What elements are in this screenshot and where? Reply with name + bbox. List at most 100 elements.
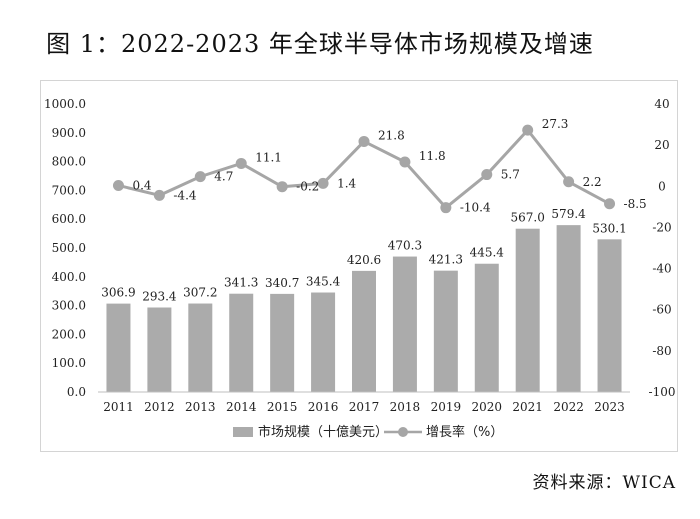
growth-point-2015 xyxy=(276,181,288,193)
bar-2011 xyxy=(106,303,131,392)
left-tick-label: 1000.0 xyxy=(44,97,86,111)
x-tick-2023: 2023 xyxy=(594,400,625,414)
growth-point-2021 xyxy=(522,124,534,136)
bar-2019 xyxy=(433,270,458,392)
right-tick-label: 40 xyxy=(654,97,669,111)
source-note: 资料来源：WICA xyxy=(532,473,676,493)
left-axis-ticks: 0.0 100.0 200.0 300.0 400.0 500.0 600.0 700.0 80… xyxy=(44,97,86,399)
left-tick-label: 200.0 xyxy=(52,327,86,341)
left-tick-label: 500.0 xyxy=(52,241,86,255)
bar-2023 xyxy=(597,239,622,392)
growth-point-2012 xyxy=(153,189,165,201)
right-axis-ticks: -100 -80 -60 -40 -20 0 20 40 xyxy=(649,97,676,399)
growth-label-2019: -10.4 xyxy=(460,201,491,215)
right-tick-label: -60 xyxy=(652,303,671,317)
legend-bar-swatch xyxy=(233,427,253,437)
growth-point-2018 xyxy=(399,156,411,168)
growth-label-2013: 4.7 xyxy=(214,170,233,184)
left-tick-label: 100.0 xyxy=(52,356,86,370)
growth-label-2017: 21.8 xyxy=(378,128,405,142)
growth-point-2017 xyxy=(358,135,370,147)
bar-2017 xyxy=(352,270,376,392)
bar-label-2019: 421.3 xyxy=(429,253,463,267)
x-tick-2014: 2014 xyxy=(226,400,257,414)
x-tick-2015: 2015 xyxy=(267,400,298,414)
left-tick-label: 700.0 xyxy=(52,183,86,197)
bar-label-2020: 445.4 xyxy=(470,246,505,260)
bar-2021 xyxy=(515,228,540,392)
bar-label-2014: 341.3 xyxy=(224,276,258,290)
right-tick-label: -20 xyxy=(652,220,671,234)
left-tick-label: 0.0 xyxy=(67,385,86,399)
bar-label-2011: 306.9 xyxy=(101,286,135,300)
left-tick-label: 400.0 xyxy=(52,270,86,284)
bar-label-2018: 470.3 xyxy=(388,239,422,253)
bar-2018 xyxy=(392,256,417,392)
x-tick-2019: 2019 xyxy=(431,400,462,414)
growth-label-2015: -0.2 xyxy=(296,180,319,194)
growth-point-2011 xyxy=(112,179,124,191)
bar-label-2013: 307.2 xyxy=(183,286,217,300)
legend-bar-label: 市场规模（十億美元） xyxy=(258,424,388,440)
bar-2015 xyxy=(270,293,295,392)
x-tick-2020: 2020 xyxy=(471,400,502,414)
growth-label-2023: -8.5 xyxy=(624,197,647,211)
bar-label-2017: 420.6 xyxy=(347,253,381,267)
line-series xyxy=(112,124,616,214)
bar-2020 xyxy=(474,263,499,392)
bar-2013 xyxy=(188,303,213,392)
left-tick-label: 600.0 xyxy=(52,212,86,226)
bar-label-2021: 567.0 xyxy=(511,211,545,225)
x-tick-2011: 2011 xyxy=(103,400,134,414)
bar-label-2012: 293.4 xyxy=(142,290,177,304)
x-tick-2013: 2013 xyxy=(185,400,216,414)
x-tick-2018: 2018 xyxy=(390,400,421,414)
growth-label-2014: 11.1 xyxy=(255,150,282,164)
x-tick-2012: 2012 xyxy=(144,400,175,414)
growth-label-2018: 11.8 xyxy=(419,149,446,163)
growth-point-2020 xyxy=(481,169,493,181)
bar-label-2015: 340.7 xyxy=(265,276,299,290)
left-tick-label: 900.0 xyxy=(52,126,86,140)
x-axis-ticks: 2011 2012 2013 2014 2015 2016 2017 2018 2019 2020… xyxy=(103,400,625,414)
bar-2012 xyxy=(147,307,172,392)
bar-2022 xyxy=(556,225,581,392)
right-tick-label: -40 xyxy=(652,262,671,276)
bar-series xyxy=(106,225,622,392)
x-tick-2021: 2021 xyxy=(512,400,543,414)
chart-title: 图 1：2022-2023 年全球半导体市场规模及增速 xyxy=(46,30,594,58)
growth-point-2022 xyxy=(563,176,575,188)
chart-frame xyxy=(40,80,678,452)
bar-label-2022: 579.4 xyxy=(551,207,586,221)
bar-data-labels: 306.9 293.4 307.2 341.3 340.7 345.4 420.6 470.3… xyxy=(101,207,626,303)
growth-label-2022: 2.2 xyxy=(583,175,602,189)
growth-label-2020: 5.7 xyxy=(501,168,520,182)
growth-point-2014 xyxy=(235,157,247,169)
x-tick-2022: 2022 xyxy=(553,400,584,414)
right-tick-label: 0 xyxy=(658,179,666,193)
left-tick-label: 800.0 xyxy=(52,155,86,169)
right-tick-label: -80 xyxy=(652,344,671,358)
bar-label-2023: 530.1 xyxy=(592,221,626,235)
growth-point-2023 xyxy=(604,198,616,210)
growth-point-2016 xyxy=(317,177,329,189)
legend: 市场规模（十億美元） 增長率（%） xyxy=(233,424,503,440)
x-tick-2017: 2017 xyxy=(349,400,380,414)
growth-label-2011: 0.4 xyxy=(132,178,151,192)
legend-line-marker xyxy=(398,427,408,437)
growth-point-2019 xyxy=(440,202,452,214)
legend-line-label: 增長率（%） xyxy=(426,424,503,440)
line-data-labels: 0.4 -4.4 4.7 11.1 -0.2 1.4 21.8 11.8 -10.4 5.7 27.… xyxy=(132,117,646,215)
growth-label-2016: 1.4 xyxy=(337,176,356,190)
growth-point-2013 xyxy=(194,171,206,183)
bar-2016 xyxy=(311,292,336,392)
growth-label-2021: 27.3 xyxy=(542,117,569,131)
bar-2014 xyxy=(229,293,254,392)
bar-label-2016: 345.4 xyxy=(306,275,341,289)
right-tick-label: 20 xyxy=(654,138,669,152)
left-tick-label: 300.0 xyxy=(52,299,86,313)
x-tick-2016: 2016 xyxy=(308,400,339,414)
growth-label-2012: -4.4 xyxy=(173,188,197,202)
right-tick-label: -100 xyxy=(649,385,676,399)
